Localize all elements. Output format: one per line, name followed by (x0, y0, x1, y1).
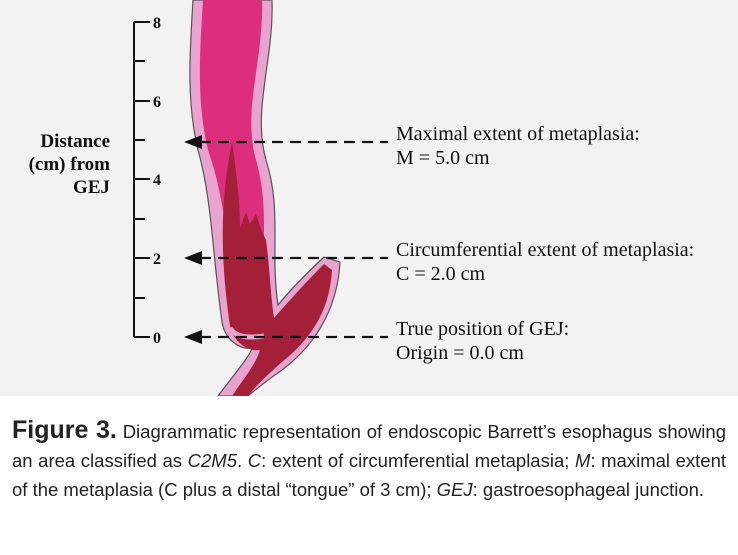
caption-m-term: M (574, 450, 591, 471)
annotation-gej-line-2: Origin = 0.0 cm (396, 342, 524, 364)
tick-label-4: 4 (153, 172, 161, 189)
pointer-lines (200, 140, 388, 339)
axis-title-line-2: (cm) from (28, 154, 110, 175)
metaplasia-area (222, 142, 332, 396)
caption-classification: C2M5 (187, 450, 237, 471)
axis-title-line-3: GEJ (73, 177, 110, 198)
annotation-gej-line-1: True position of GEJ: (396, 318, 570, 340)
arrowhead-m (184, 135, 202, 149)
annotation-m-line-1: Maximal extent of metaplasia: (396, 123, 640, 145)
annotation-c-line-2: C = 2.0 cm (396, 263, 486, 285)
figure-caption: Figure 3. Diagrammatic representation of… (12, 416, 726, 504)
axis-ticks (134, 21, 150, 338)
arrowhead-c (184, 251, 202, 265)
annotation-m-line-2: M = 5.0 cm (396, 147, 490, 169)
barretts-diagram: 8 6 4 2 0 Distance (cm) from GEJ Maximal… (0, 0, 738, 396)
caption-gej-term: GEJ (436, 479, 473, 500)
annotation-maximal-extent: Maximal extent of metaplasia: M = 5.0 cm (396, 122, 640, 170)
esophageal-mucosa (199, 0, 266, 270)
axis-title: Distance (cm) from GEJ (0, 130, 110, 199)
arrowhead-gej (184, 330, 202, 344)
diagram-graphic: 8 6 4 2 0 (133, 0, 388, 396)
annotation-c-line-1: Circumferential extent of metaplasia: (396, 239, 695, 261)
caption-text-1: Diagrammatic representation of endoscopi… (12, 421, 726, 471)
annotation-gej-position: True position of GEJ: Origin = 0.0 cm (396, 317, 569, 365)
caption-text-2: . (237, 450, 248, 471)
axis-title-line-1: Distance (40, 131, 110, 152)
tick-label-6: 6 (153, 94, 161, 111)
pointer-arrows (184, 135, 202, 344)
tick-label-8: 8 (153, 15, 161, 32)
caption-text-5: : gastroesophageal junction. (472, 479, 705, 500)
tick-label-2: 2 (153, 251, 161, 268)
caption-c-term: C (247, 450, 262, 471)
tick-label-0: 0 (153, 330, 161, 347)
caption-text-4: : maximal extent of the metaplasia (C pl… (12, 450, 727, 500)
annotation-circumferential-extent: Circumferential extent of metaplasia: C … (396, 238, 694, 286)
caption-text-3: : extent of circumferential metaplasia; (261, 450, 575, 471)
figure-label: Figure 3. (12, 416, 117, 444)
